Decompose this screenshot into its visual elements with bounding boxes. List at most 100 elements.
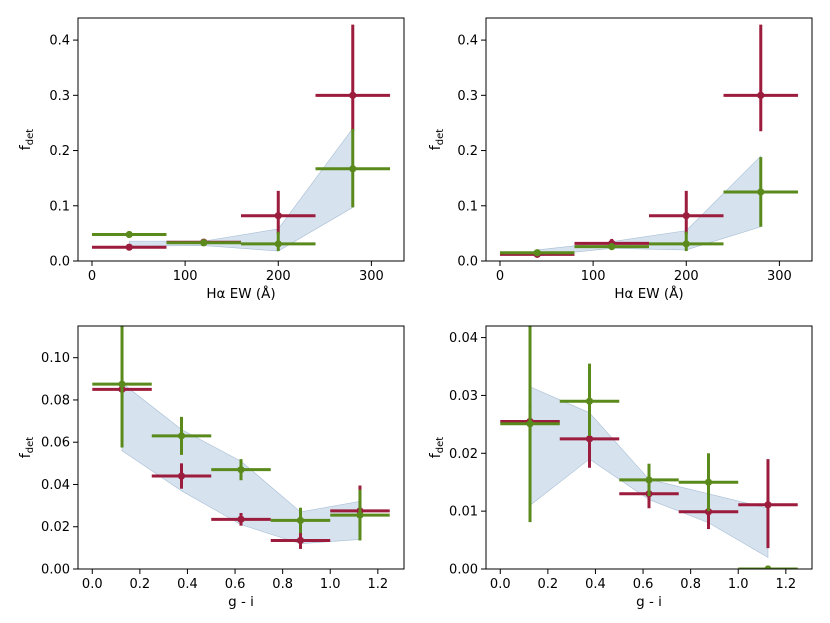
- green-data-point: [274, 240, 282, 248]
- chart-panel-1: 0 100 200 300 0.0 0.1 0.2 0.3 0.4 Hα EW (Å) fdet: [18, 17, 405, 302]
- confidence-band: [128, 127, 354, 252]
- red-data-point: [349, 91, 357, 99]
- green-data-point: [356, 511, 364, 519]
- x-tick-label: 0: [496, 269, 504, 284]
- y-tick-label: 0.00: [41, 563, 70, 578]
- chart-panel-4: 0.0 0.2 0.4 0.6 0.8 1.0 1.2 0.00 0.01 0.02 0.03 0.0…: [428, 325, 813, 610]
- green-data-point: [585, 397, 594, 405]
- y-axis-label-subscript: det: [435, 437, 446, 454]
- x-tick-label: 100: [581, 269, 606, 284]
- y-axis-label-main: f: [428, 144, 444, 150]
- y-axis-label-subscript: det: [25, 129, 36, 146]
- y-tick-label: 0.04: [449, 331, 478, 346]
- axes-frame: [485, 325, 813, 570]
- y-tick-label: 0.2: [457, 144, 478, 159]
- green-data-point: [608, 243, 616, 251]
- y-tick-label: 0.10: [41, 351, 70, 366]
- x-tick-label: 0.6: [225, 577, 246, 592]
- y-tick-label: 0.04: [41, 478, 70, 493]
- green-data-point: [237, 466, 245, 474]
- green-data-point: [704, 478, 713, 486]
- axes-frame: [77, 17, 405, 262]
- y-tick-label: 0.08: [41, 393, 70, 408]
- axes-frame: [77, 325, 405, 570]
- x-tick-label: 0: [88, 269, 96, 284]
- chart-panel-3: 0.0 0.2 0.4 0.6 0.8 1.0 1.2 0.00 0.02 0.04 0.06 0.0…: [18, 325, 405, 610]
- green-data-point: [349, 165, 357, 173]
- green-data-point: [118, 380, 126, 388]
- y-axis-label-main: f: [18, 452, 34, 458]
- x-axis-label: g - i: [636, 594, 662, 610]
- x-tick-label: 0.8: [272, 577, 293, 592]
- x-axis-label: g - i: [228, 594, 254, 610]
- x-tick-label: 300: [767, 269, 792, 284]
- y-tick-label: 0.06: [41, 436, 70, 451]
- confidence-band: [536, 155, 762, 257]
- x-axis-label: Hα EW (Å): [614, 285, 683, 302]
- red-data-point: [682, 212, 690, 220]
- plot-area: [499, 24, 799, 258]
- red-data-point: [177, 472, 186, 480]
- y-tick-label: 0.01: [449, 505, 478, 520]
- x-tick-label: 1.2: [367, 577, 388, 592]
- x-tick-label: 0.6: [633, 577, 654, 592]
- red-data-point: [296, 536, 305, 545]
- y-tick-label: 0.4: [49, 34, 70, 49]
- y-axis-label-subscript: det: [435, 129, 446, 146]
- red-data-point: [757, 91, 765, 99]
- x-tick-label: 200: [266, 269, 291, 284]
- y-tick-label: 0.1: [457, 199, 478, 214]
- x-tick-label: 1.0: [728, 577, 749, 592]
- y-tick-label: 0.2: [49, 144, 70, 159]
- x-axis-label: Hα EW (Å): [206, 285, 275, 302]
- y-tick-label: 0.0: [49, 255, 70, 270]
- x-tick-label: 0.2: [130, 577, 151, 592]
- y-tick-label: 0.03: [449, 389, 478, 404]
- x-tick-label: 0.4: [177, 577, 198, 592]
- plot-area: [91, 24, 391, 252]
- red-data-point: [704, 508, 713, 516]
- y-tick-label: 0.4: [457, 34, 478, 49]
- plot-area: [92, 326, 390, 549]
- green-data-point: [296, 516, 305, 525]
- x-tick-label: 100: [173, 269, 198, 284]
- red-data-point: [764, 501, 772, 509]
- y-axis-label: fdet: [428, 129, 446, 150]
- plot-area: [500, 326, 798, 569]
- green-data-point: [757, 188, 765, 196]
- y-axis-label-main: f: [18, 144, 34, 150]
- axes-frame: [485, 17, 813, 262]
- y-axis-label: fdet: [18, 437, 36, 458]
- y-tick-label: 0.1: [49, 199, 70, 214]
- green-data-point: [200, 239, 208, 247]
- red-data-point: [274, 212, 282, 220]
- x-tick-label: 0.0: [490, 577, 511, 592]
- x-tick-label: 1.2: [775, 577, 796, 592]
- x-tick-label: 200: [674, 269, 699, 284]
- x-tick-label: 0.4: [585, 577, 606, 592]
- y-tick-label: 0.0: [457, 255, 478, 270]
- y-tick-label: 0.02: [449, 447, 478, 462]
- green-data-point: [526, 420, 534, 428]
- red-data-point: [237, 515, 245, 523]
- y-axis-label: fdet: [428, 437, 446, 458]
- chart-panel-2: 0 100 200 300 0.0 0.1 0.2 0.3 0.4 Hα EW (Å) fdet: [428, 17, 813, 302]
- x-tick-label: 1.0: [320, 577, 341, 592]
- red-data-point: [585, 435, 594, 443]
- green-data-point: [764, 565, 772, 569]
- y-axis-label: fdet: [18, 129, 36, 150]
- x-tick-label: 0.0: [82, 577, 103, 592]
- y-tick-label: 0.3: [49, 89, 70, 104]
- y-axis-label-main: f: [428, 452, 444, 458]
- x-tick-label: 300: [359, 269, 384, 284]
- x-tick-label: 0.8: [680, 577, 701, 592]
- red-data-point: [125, 243, 133, 251]
- y-tick-label: 0.00: [449, 563, 478, 578]
- green-data-point: [682, 240, 690, 248]
- green-data-point: [533, 249, 541, 257]
- green-data-point: [177, 432, 186, 440]
- y-tick-label: 0.02: [41, 520, 70, 535]
- y-tick-label: 0.3: [457, 89, 478, 104]
- x-tick-label: 0.2: [538, 577, 559, 592]
